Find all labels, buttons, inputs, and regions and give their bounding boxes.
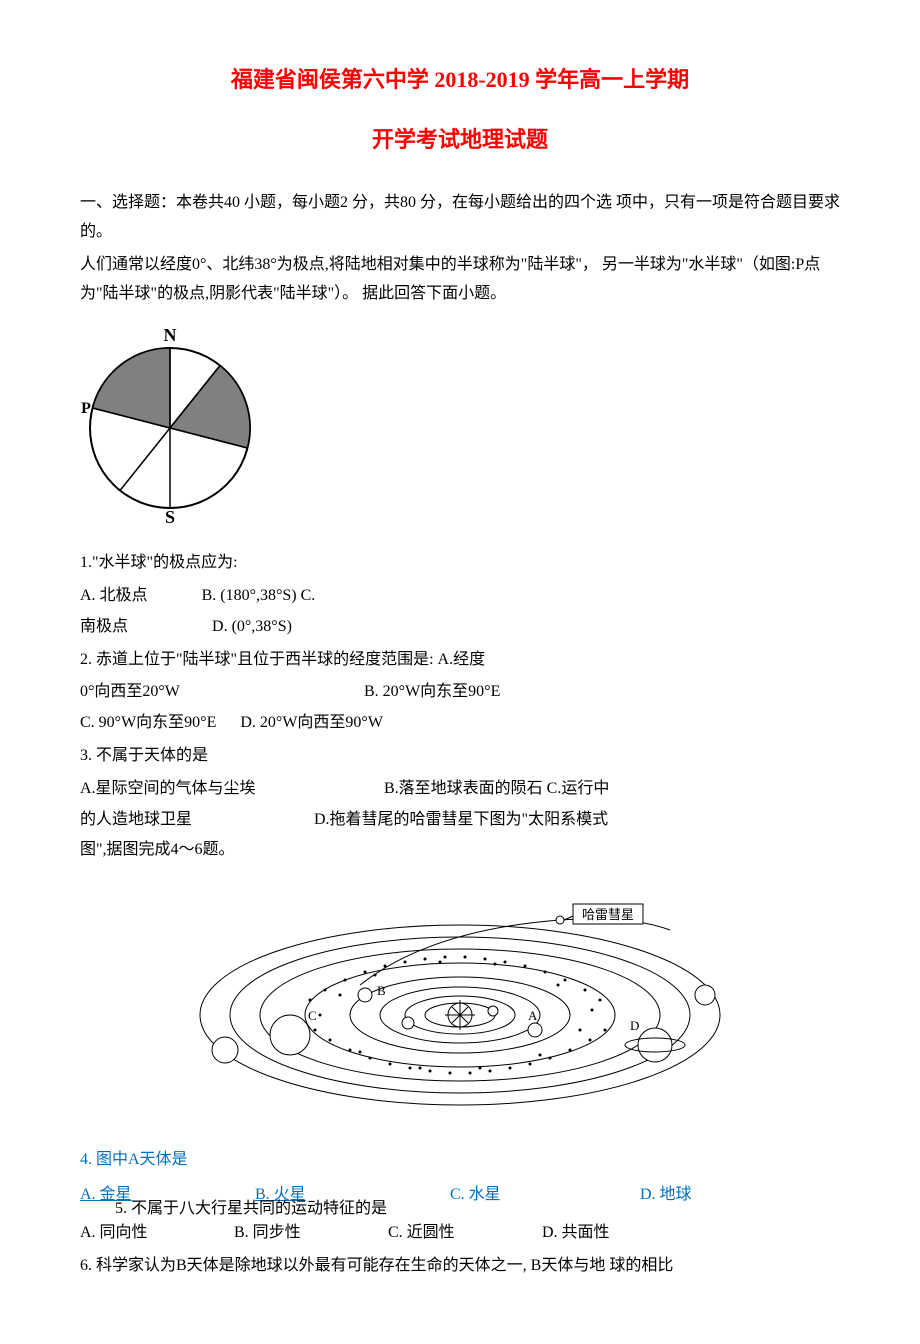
fig2-label-b: B (377, 983, 386, 998)
q4-opt-d: D. 地球 (640, 1181, 692, 1210)
figure-hemisphere: N P S (80, 323, 840, 534)
q1-options-line1: A. 北极点 B. (180°,38°S) C. (80, 582, 840, 611)
fig1-label-p: P (81, 400, 91, 417)
fig1-label-s: S (165, 507, 175, 523)
q1-opt-d: D. (0°,38°S) (212, 618, 292, 635)
q2-line2: 0°向西至20°W B. 20°W向东至90°E (80, 678, 840, 707)
q2-line3: C. 90°W向东至90°E D. 20°W向西至90°W (80, 709, 840, 738)
q4-options-row: A. 金星 B. 火星 C. 水星 D. 地球 5. 不属于八大行星共同的运动特… (80, 1181, 840, 1209)
fig2-comet-label: 哈雷彗星 (582, 907, 634, 922)
section-intro-1: 一、选择题：本卷共40 小题，每小题2 分，共80 分，在每小题给出的四个选 项… (80, 189, 840, 247)
q4-opt-c: C. 水星 (450, 1181, 501, 1210)
q5-stem: 5. 不属于八大行星共同的运动特征的是 (115, 1195, 387, 1224)
figure-solar-system: A B C D 哈雷彗星 (80, 880, 840, 1131)
q5-opt-d: D. 共面性 (542, 1224, 610, 1241)
q3-opt-a: A.星际空间的气体与尘埃 (80, 775, 380, 804)
q1-opt-c: 南极点 (80, 613, 128, 642)
q3-stem: 3. 不属于天体的是 (80, 742, 840, 771)
q3-line3: 图",据图完成4～6题。 (80, 836, 840, 865)
doc-title-line2: 开学考试地理试题 (80, 120, 840, 160)
q2-opt-b: B. 20°W向东至90°E (364, 683, 500, 700)
fig2-label-c: C (308, 1008, 317, 1023)
q1-options-line2: 南极点 D. (0°,38°S) (80, 613, 840, 642)
fig2-label-d: D (630, 1018, 639, 1033)
section-intro-2: 人们通常以经度0°、北纬38°为极点,将陆地相对集中的半球称为"陆半球"， 另一… (80, 251, 840, 309)
fig2-label-a: A (528, 1008, 538, 1023)
q3-line2: 的人造地球卫星 D.拖着彗尾的哈雷彗星下图为"太阳系模式 (80, 806, 840, 835)
q5-opt-c: C. 近圆性 (388, 1219, 538, 1248)
q1-opt-a: A. 北极点 (80, 582, 148, 611)
q3-opt-d: D.拖着彗尾的哈雷彗星下图为"太阳系模式 (314, 811, 608, 828)
q2-opt-c: C. 90°W向东至90°E (80, 709, 216, 738)
q1-opt-b: B. (180°,38°S) C. (202, 587, 316, 604)
q3-cont: 的人造地球卫星 (80, 806, 310, 835)
q6-stem: 6. 科学家认为B天体是除地球以外最有可能存在生命的天体之一, B天体与地 球的… (80, 1252, 840, 1281)
q2-opt-d: D. 20°W向西至90°W (240, 714, 383, 731)
doc-title-line1: 福建省闽侯第六中学 2018-2019 学年高一上学期 (80, 60, 840, 100)
q2-cont: 0°向西至20°W (80, 678, 360, 707)
q4-stem: 4. 图中A天体是 (80, 1146, 840, 1175)
q2-stem: 2. 赤道上位于"陆半球"且位于西半球的经度范围是: A.经度 (80, 646, 840, 675)
q3-line1: A.星际空间的气体与尘埃 B.落至地球表面的陨石 C.运行中 (80, 775, 840, 804)
q3-opt-b: B.落至地球表面的陨石 C.运行中 (384, 780, 609, 797)
fig1-label-n: N (164, 325, 177, 345)
q1-stem: 1."水半球"的极点应为: (80, 549, 840, 578)
